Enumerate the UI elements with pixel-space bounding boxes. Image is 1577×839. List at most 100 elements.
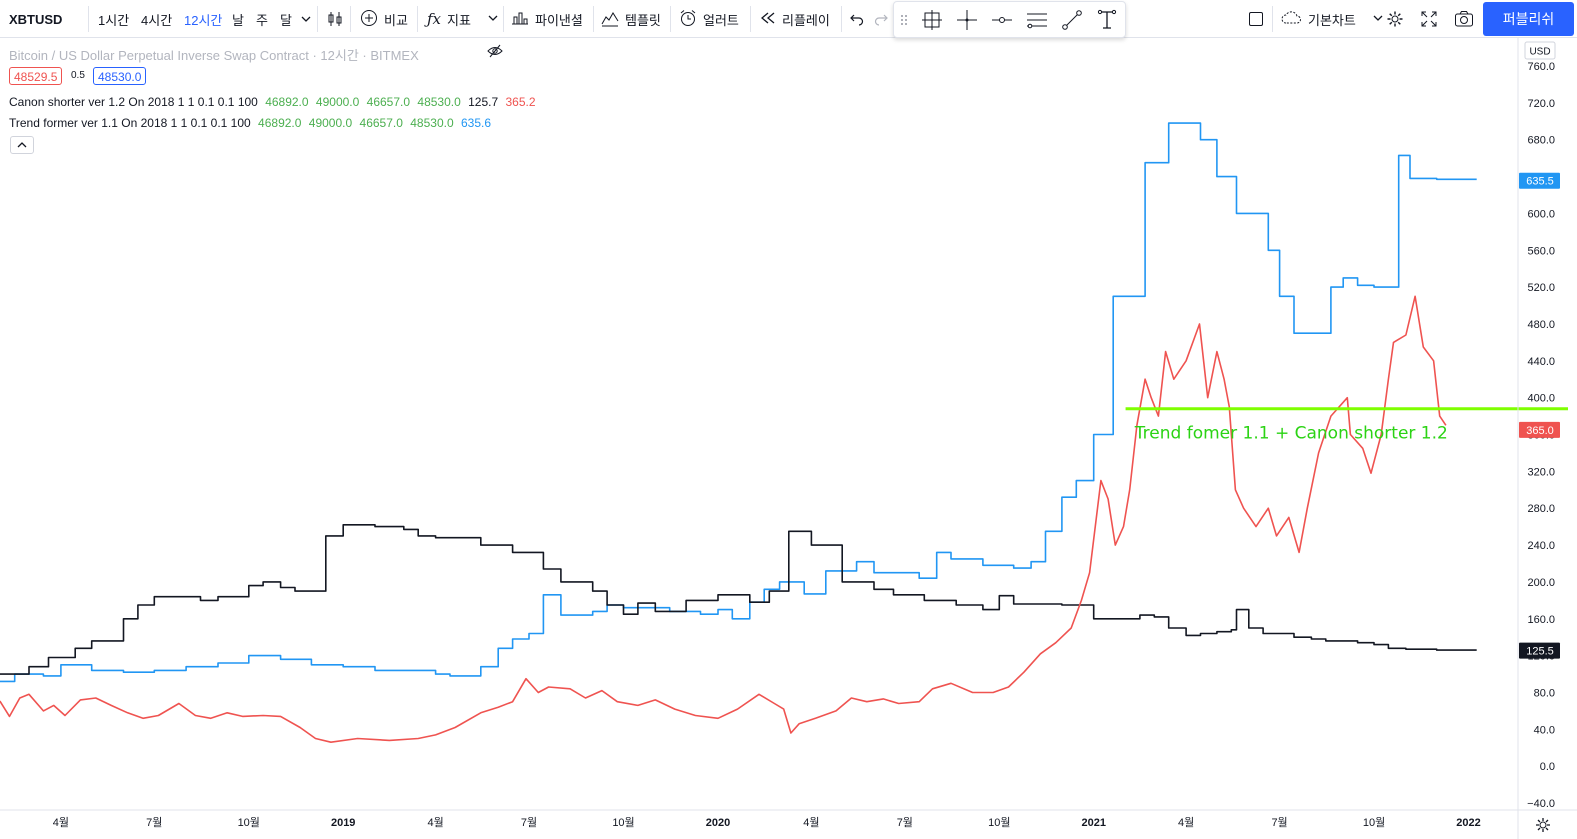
text-tool-icon[interactable] [1095,8,1119,32]
indicator-name: Trend former ver 1.1 On 2018 1 1 0.1 0.1… [9,116,251,130]
square-icon[interactable] [1248,0,1264,38]
indicators-button[interactable]: ƒx 지표 [427,0,499,38]
price-axis[interactable]: 760.0720.0680.0640.0600.0560.0520.0480.0… [1527,61,1555,810]
indicator-name: Canon shorter ver 1.2 On 2018 1 1 0.1 0.… [9,95,258,109]
parallel-channel-icon[interactable] [1025,8,1049,32]
last-value-label-blue: 635.5 [1526,176,1554,188]
series-line-red[interactable] [0,295,1447,743]
plus-circle-icon [360,9,378,30]
crosshair-icon[interactable] [955,8,979,32]
fx-icon: ƒx [427,10,442,28]
indicator-value: 365.2 [505,95,536,109]
series-line-black[interactable] [0,524,1477,675]
divider [317,6,318,32]
interval-day[interactable]: 날 [232,12,244,28]
ask-price[interactable]: 48530.0 [93,67,147,85]
x-tick-label: 2021 [1081,817,1105,829]
layout-label: 기본차트 [1308,12,1356,28]
collapse-legend-button[interactable] [10,136,34,154]
y-tick-label: 760.0 [1527,61,1555,73]
redo-icon[interactable] [874,0,888,38]
drag-handle-icon[interactable] [898,8,910,32]
last-value-label-red: 365.0 [1526,425,1554,437]
frame-tool-icon[interactable] [920,8,944,32]
gear-icon[interactable] [1386,0,1404,38]
indicator-value: 46892.0 [265,95,309,109]
x-tick-label: 7월 [897,816,913,829]
candles-icon[interactable] [326,0,344,38]
indicator-value: 46657.0 [359,116,403,130]
last-value-label-black: 125.5 [1526,646,1554,658]
fullscreen-icon[interactable] [1421,0,1437,38]
interval-1h[interactable]: 1시간 [98,12,130,28]
y-tick-label: 240.0 [1527,540,1555,552]
bar-chart-icon [511,9,529,30]
alarm-clock-icon [679,9,697,30]
replay-button[interactable]: 리플레이 [760,0,830,38]
indicators-label: 지표 [447,12,471,28]
price-chart[interactable]: 760.0720.0680.0640.0600.0560.0520.0480.0… [0,38,1577,839]
x-tick-label: 10월 [238,816,260,829]
x-tick-label: 4월 [427,816,443,829]
divider [350,6,351,32]
divider [670,6,671,32]
x-tick-label: 7월 [146,816,162,829]
y-tick-label: 520.0 [1527,282,1555,294]
top-toolbar: XBTUSD 1시간 4시간 12시간 날 주 달 비교 ƒx 지표 파이낸셜 … [0,0,1577,38]
chevron-down-icon [1372,12,1384,27]
camera-icon[interactable] [1454,0,1474,38]
indicator-value: 635.6 [460,116,492,130]
divider [1272,6,1273,32]
y-tick-label: 80.0 [1534,687,1555,699]
time-axis[interactable]: 20184월7월10월20194월7월10월20204월7월10월20214월7… [0,816,1481,829]
chevron-up-icon [17,142,27,148]
publish-button[interactable]: 퍼블리쉬 [1483,2,1574,36]
divider [841,6,842,32]
indicator-value: 48530.0 [417,95,461,109]
divider [593,6,594,32]
indicator-legend-trend[interactable]: Trend former ver 1.1 On 2018 1 1 0.1 0.1… [9,116,495,130]
x-tick-label: 7월 [521,816,537,829]
y-tick-label: 600.0 [1527,208,1555,220]
x-tick-label: 4월 [1178,816,1194,829]
y-tick-label: 320.0 [1527,466,1555,478]
eye-off-icon[interactable] [487,44,503,63]
x-tick-label: 2019 [331,817,355,829]
compare-button[interactable]: 비교 [360,0,408,38]
divider [503,6,504,32]
indicator-value: 49000.0 [315,95,360,109]
y-tick-label: 200.0 [1527,577,1555,589]
bid-price[interactable]: 48529.5 [9,67,63,85]
interval-4h[interactable]: 4시간 [141,12,173,28]
interval-12h[interactable]: 12시간 [184,12,223,28]
y-tick-label: 160.0 [1527,614,1555,626]
templates-button[interactable]: 템플릿 [601,0,661,38]
indicator-legend-canon[interactable]: Canon shorter ver 1.2 On 2018 1 1 0.1 0.… [9,95,540,109]
undo-icon[interactable] [850,0,864,38]
replay-label: 리플레이 [782,12,830,28]
compare-label: 비교 [384,12,408,28]
horizontal-line-tool-icon[interactable] [990,8,1014,32]
y-tick-label: −40.0 [1527,798,1555,810]
chevron-down-icon[interactable] [300,0,312,38]
spread-value: 0.5 [71,70,85,81]
indicator-value: 49000.0 [308,116,353,130]
financials-label: 파이낸셜 [535,12,583,28]
series-line-blue[interactable] [0,122,1477,683]
chart-title: Bitcoin / US Dollar Perpetual Inverse Sw… [9,48,419,63]
x-tick-label: 7월 [1271,816,1287,829]
layout-button[interactable]: 기본차트 [1280,0,1384,38]
y-tick-label: 400.0 [1527,393,1555,405]
x-tick-label: 4월 [53,816,69,829]
symbol-search[interactable]: XBTUSD [9,11,63,27]
interval-week[interactable]: 주 [256,12,268,28]
plot-area[interactable] [0,122,1568,743]
x-tick-label: 10월 [1363,816,1385,829]
alert-button[interactable]: 얼러트 [679,0,739,38]
interval-month[interactable]: 달 [280,12,292,28]
y-tick-label: 440.0 [1527,356,1555,368]
financials-button[interactable]: 파이낸셜 [511,0,583,38]
settings-gear-icon[interactable] [1536,818,1550,832]
x-tick-label: 10월 [612,816,634,829]
trend-line-icon[interactable] [1060,8,1084,32]
